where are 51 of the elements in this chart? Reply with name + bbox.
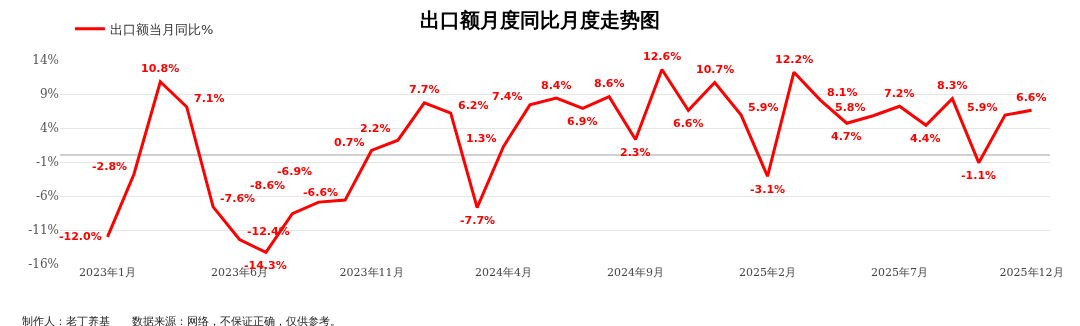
chart-title: 出口额月度同比月度走势图 — [420, 8, 660, 33]
x-tick-label: 2024年4月 — [475, 266, 533, 279]
x-tick-label: 2025年2月 — [739, 266, 797, 279]
data-label: -12.0% — [59, 230, 102, 243]
data-label: 8.6% — [594, 77, 625, 90]
y-tick-label: 9% — [39, 87, 59, 102]
data-label: 12.6% — [643, 50, 682, 63]
data-label: 6.6% — [1016, 91, 1047, 104]
data-label: 7.4% — [492, 90, 523, 103]
data-label: 10.7% — [696, 63, 735, 76]
data-label: 7.2% — [884, 87, 915, 100]
x-tick-label: 2025年7月 — [871, 266, 929, 279]
data-label: 2.2% — [360, 122, 391, 135]
data-label: -2.8% — [92, 160, 128, 173]
data-label: 10.8% — [141, 62, 180, 75]
y-tick-label: -1% — [35, 155, 59, 170]
x-tick-label: 2024年9月 — [607, 266, 665, 279]
data-label: 7.1% — [194, 92, 225, 105]
data-label: 5.9% — [967, 101, 998, 114]
y-tick-label: 14% — [32, 53, 59, 68]
data-label: -6.6% — [303, 186, 339, 199]
y-tick-label: -6% — [35, 189, 59, 204]
y-tick-label: -16% — [28, 257, 59, 272]
y-tick-label: -11% — [28, 223, 59, 238]
data-label: 0.7% — [334, 136, 365, 149]
data-label: -6.9% — [277, 165, 313, 178]
data-label: 2.3% — [620, 146, 651, 159]
data-label: 1.3% — [466, 132, 497, 145]
data-label: 5.8% — [835, 101, 866, 114]
data-label: 4.7% — [831, 130, 862, 143]
x-tick-label: 2023年11月 — [339, 266, 404, 279]
text: 制作人：老丁养基 数据来源：网络，不保证正确，仅供参考。 — [22, 315, 341, 326]
data-label: 8.4% — [541, 79, 572, 92]
data-label: 8.1% — [827, 86, 858, 99]
data-label: 6.2% — [458, 99, 489, 112]
data-label: 6.6% — [673, 117, 704, 130]
data-label: -8.6% — [250, 179, 286, 192]
legend-label: 出口额当月同比% — [109, 21, 214, 37]
data-label: 12.2% — [775, 53, 814, 66]
data-label: -7.7% — [460, 214, 496, 227]
data-label: 7.7% — [409, 83, 440, 96]
data-label: -1.1% — [961, 169, 997, 182]
x-tick-label: 2023年1月 — [79, 266, 137, 279]
data-label: -3.1% — [750, 183, 786, 196]
data-label: -7.6% — [220, 192, 256, 205]
x-tick-label: 2025年12月 — [999, 266, 1064, 279]
data-label: 8.3% — [937, 79, 968, 92]
data-label: 5.9% — [748, 101, 779, 114]
data-label: 4.4% — [910, 132, 941, 145]
data-label: 6.9% — [567, 115, 598, 128]
y-tick-label: 4% — [39, 121, 59, 136]
